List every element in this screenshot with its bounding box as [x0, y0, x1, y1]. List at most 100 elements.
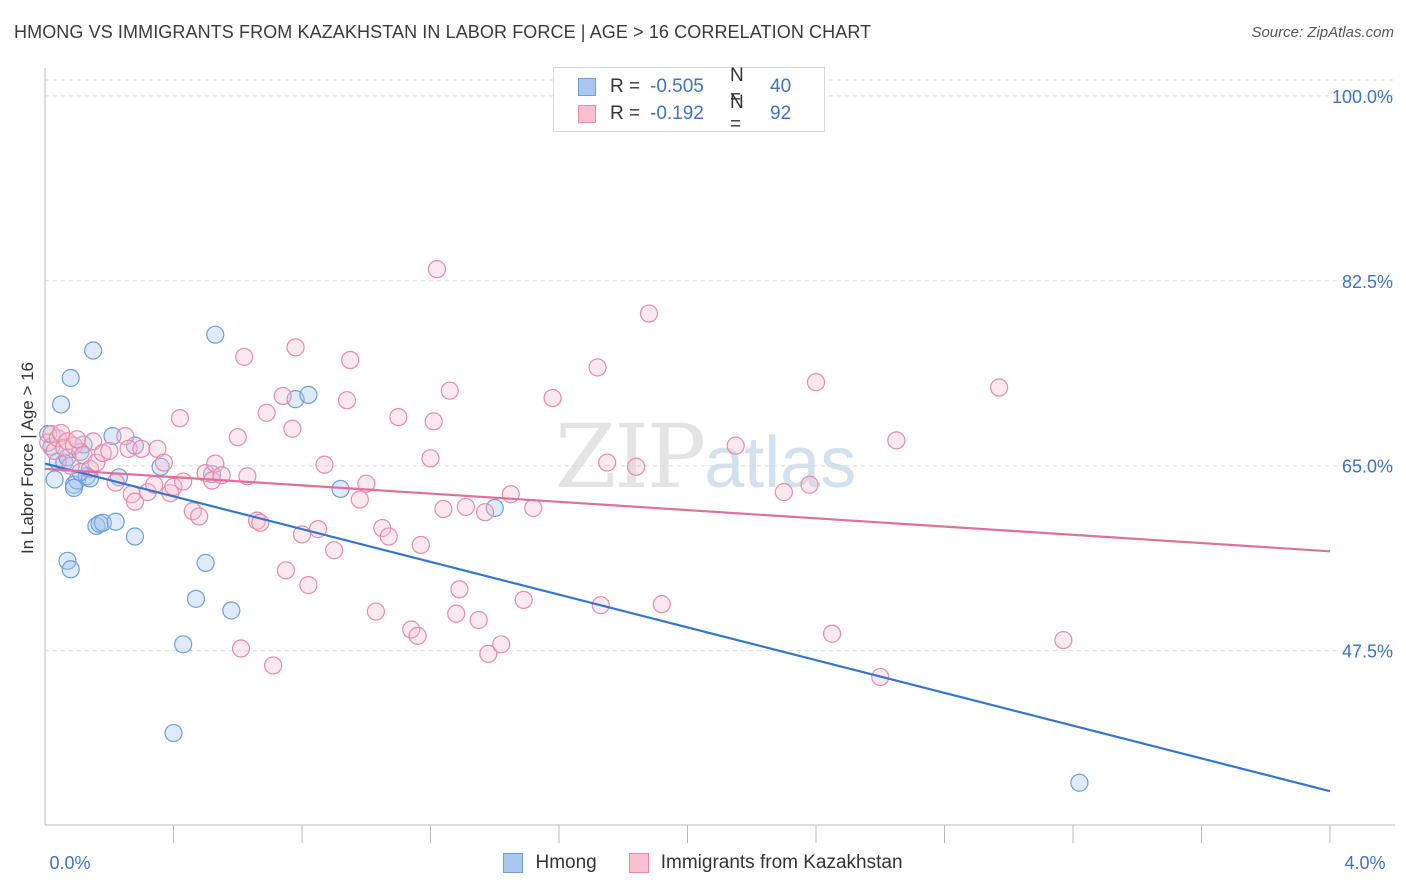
legend-row-kazakhstan: R = -0.192 N = 92	[578, 92, 792, 135]
y-axis-title: In Labor Force | Age > 16	[18, 361, 37, 555]
kazakhstan-point	[447, 604, 466, 623]
kazakhstan-point	[543, 388, 562, 408]
hmong-point	[485, 498, 504, 518]
kazakhstan-point	[68, 430, 87, 449]
kazakhstan-point	[228, 428, 247, 447]
legend-r-value-kazakhstan: -0.192	[650, 103, 704, 124]
kazakhstan-point	[84, 432, 103, 451]
source-credit: Source: ZipAtlas.com	[1251, 24, 1394, 41]
data-points	[39, 260, 1089, 792]
kazakhstan-point	[492, 635, 511, 654]
kazakhstan-point	[379, 527, 398, 546]
x-tick-label: 4.0%	[1344, 853, 1385, 873]
legend-n-label: N =	[730, 65, 744, 108]
kazakhstan-point	[887, 431, 906, 450]
kazakhstan-point	[283, 419, 302, 438]
kazakhstan-point	[276, 561, 296, 580]
legend-row-hmong: R = -0.505 N = 40	[578, 65, 792, 108]
kazakhstan-point	[652, 595, 671, 614]
kazakhstan-point	[774, 483, 793, 502]
kazakhstan-point	[100, 441, 119, 461]
kazakhstan-point	[286, 338, 305, 357]
legend-swatch-kazakhstan	[628, 853, 649, 873]
kazakhstan-point	[190, 507, 209, 526]
stats-legend: R = -0.505 N = 40 R = -0.192 N = 92	[553, 65, 825, 135]
hmong-point	[84, 341, 103, 360]
legend-r-label: R =	[610, 76, 641, 97]
kazakhstan-point	[421, 449, 440, 468]
kazakhstan-point	[357, 474, 376, 493]
hmong-point	[61, 560, 80, 579]
legend-swatch-hmong	[578, 78, 596, 96]
legend-n-value-kazakhstan: 92	[770, 103, 792, 124]
kazakhstan-point	[273, 386, 292, 406]
kazakhstan-point	[434, 499, 453, 519]
hmong-point	[45, 470, 64, 489]
kazakhstan-point	[427, 260, 447, 279]
hmong-point	[222, 601, 241, 620]
kazakhstan-point	[822, 624, 842, 643]
kazakhstan-point	[456, 497, 475, 517]
kazakhstan-point	[588, 358, 607, 377]
legend-n-value-hmong: 40	[770, 76, 792, 97]
kazakhstan-point	[170, 409, 190, 428]
kazakhstan-point	[366, 602, 385, 621]
legend-r-value-hmong: -0.505	[650, 76, 704, 97]
y-tick-label: 82.5%	[1342, 272, 1393, 292]
kazakhstan-point	[800, 475, 819, 494]
series-legend: Hmong Immigrants from Kazakhstan	[0, 852, 1406, 874]
legend-item-kazakhstan[interactable]: Immigrants from Kazakhstan	[628, 852, 903, 874]
kazakhstan-point	[154, 453, 173, 472]
hmong-point	[164, 723, 183, 743]
kazakhstan-point	[231, 639, 251, 658]
legend-item-hmong[interactable]: Hmong	[503, 852, 597, 874]
y-tick-label: 65.0%	[1342, 457, 1393, 477]
axes	[44, 68, 1395, 843]
kazakhstan-point	[408, 626, 427, 645]
hmong-point	[1070, 773, 1089, 792]
watermark-zip: ZIP	[555, 405, 706, 508]
kazakhstan-point	[325, 541, 344, 560]
kazakhstan-point	[476, 503, 495, 522]
hmong-point	[93, 513, 112, 532]
legend-r-label: R =	[610, 103, 641, 124]
kazakhstan-point	[469, 610, 488, 630]
kazakhstan-point	[389, 407, 408, 427]
hmong-point	[61, 368, 80, 388]
kazakhstan-point	[598, 453, 617, 472]
hmong-point	[186, 589, 206, 608]
legend-swatch-kazakhstan	[578, 105, 596, 123]
kazakhstan-point	[626, 457, 646, 476]
hmong-point	[51, 395, 71, 414]
legend-label-kazakhstan: Immigrants from Kazakhstan	[660, 852, 903, 873]
watermark-atlas: atlas	[704, 423, 857, 503]
kazakhstan-point	[206, 454, 225, 473]
kazakhstan-point	[639, 304, 659, 323]
kazakhstan-point	[341, 350, 360, 370]
kazakhstan-point	[257, 403, 276, 422]
kazakhstan-point	[1054, 630, 1073, 650]
y-tick-label: 47.5%	[1342, 642, 1393, 662]
kazakhstan-point	[337, 391, 357, 410]
kazakhstan-point	[450, 580, 469, 599]
kazakhstan-point	[235, 347, 254, 366]
kazakhstan-point	[514, 590, 533, 610]
chart-title: HMONG VS IMMIGRANTS FROM KAZAKHSTAN IN L…	[14, 22, 872, 42]
trend-lines	[44, 462, 1331, 793]
hmong-point	[64, 478, 84, 498]
hmong-point	[299, 385, 318, 405]
kazakhstan-point	[132, 439, 151, 458]
hmong-point	[196, 553, 215, 573]
kazakhstan-point	[411, 535, 430, 555]
kazakhstan-point	[263, 656, 283, 675]
kazakhstan-point	[990, 378, 1009, 397]
kazakhstan-point	[299, 576, 318, 595]
tick-labels: 100.0% 82.5% 65.0% 47.5% 0.0% 4.0%	[49, 87, 1393, 873]
kazakhstan-point	[806, 373, 826, 392]
legend-n-label: N =	[730, 92, 744, 135]
hmong-point	[125, 527, 145, 546]
hmong-trend-line	[44, 462, 1331, 793]
legend-swatch-hmong	[503, 853, 524, 873]
kazakhstan-point	[440, 381, 459, 400]
